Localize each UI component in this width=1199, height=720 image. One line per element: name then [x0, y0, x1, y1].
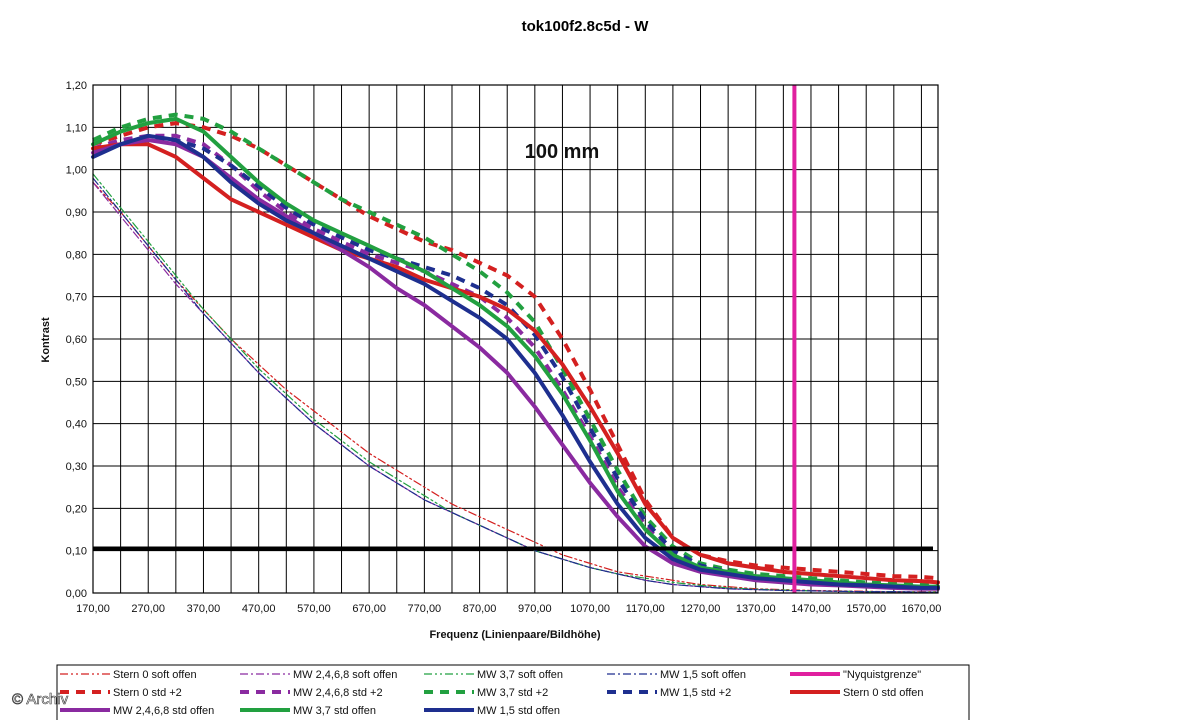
x-tick-label: 170,00: [76, 603, 110, 615]
watermark: © Archiv: [12, 691, 69, 708]
series-line-mw-1-5-soft-offen: [92, 177, 939, 593]
x-tick-label: 570,00: [297, 603, 331, 615]
x-tick-label: 370,00: [187, 603, 221, 615]
y-tick-label: 0,10: [66, 546, 87, 558]
y-tick-label: 0,50: [66, 376, 87, 388]
series-lines: [91, 112, 940, 593]
x-tick-label: 970,00: [518, 603, 552, 615]
y-tick-label: 1,00: [66, 165, 87, 177]
y-tick-label: 0,20: [66, 503, 87, 515]
y-tick-label: 0,70: [66, 292, 87, 304]
x-tick-label: 870,00: [463, 603, 497, 615]
legend-label: MW 1,5 std offen: [477, 705, 560, 717]
y-tick-label: 0,30: [66, 461, 87, 473]
x-tick-label: 270,00: [131, 603, 165, 615]
series-line-mw-3-7-std-offen: [91, 116, 940, 589]
legend-label: MW 2,4,6,8 std +2: [293, 687, 383, 699]
y-tick-label: 1,10: [66, 122, 87, 134]
tick-labels: 170,00 270,00 370,00 470,00 570,00 670,00 770,…: [66, 80, 942, 615]
series-line-mw-2-4-6-8-std-2: [92, 133, 938, 590]
x-tick-label: 1670,00: [902, 603, 942, 615]
reference-lines: [93, 85, 933, 593]
legend-label: Stern 0 soft offen: [113, 669, 197, 681]
x-axis-label: Frequenz (Linienpaare/Bildhöhe): [429, 629, 600, 641]
y-tick-label: 1,20: [66, 80, 87, 92]
x-tick-label: 670,00: [352, 603, 386, 615]
x-tick-label: 770,00: [408, 603, 442, 615]
x-tick-label: 470,00: [242, 603, 276, 615]
series-line-mw-1-5-std-2: [92, 138, 938, 589]
y-tick-label: 0,90: [66, 207, 87, 219]
legend-label: Stern 0 std +2: [113, 687, 182, 699]
legend-label: MW 3,7 std offen: [293, 705, 376, 717]
x-tick-label: 1270,00: [681, 603, 721, 615]
grid: [92, 84, 938, 594]
legend-label: "Nyquistgrenze": [843, 669, 921, 681]
legend-label: Stern 0 std offen: [843, 687, 924, 699]
y-tick-label: 0,40: [66, 419, 87, 431]
legend-label: MW 3,7 std +2: [477, 687, 548, 699]
x-tick-label: 1070,00: [570, 603, 610, 615]
x-tick-label: 1370,00: [736, 603, 776, 615]
legend-label: MW 2,4,6,8 std offen: [113, 705, 214, 717]
x-tick-label: 1470,00: [791, 603, 831, 615]
legend-label: MW 2,4,6,8 soft offen: [293, 669, 397, 681]
y-tick-label: 0,60: [66, 334, 87, 346]
series-line-stern-0-std-2: [92, 121, 939, 581]
y-tick-label: 0,80: [66, 249, 87, 261]
series-line-mw-3-7-std-2: [92, 112, 938, 587]
y-tick-label: 0,00: [66, 588, 87, 600]
legend-label: MW 1,5 std +2: [660, 687, 731, 699]
series-line-stern-0-std-offen: [91, 142, 940, 585]
legend-label: MW 1,5 soft offen: [660, 669, 746, 681]
chart-title: tok100f2.8c5d - W: [522, 18, 650, 35]
series-line-mw-2-4-6-8-std-offen: [91, 138, 940, 591]
legend-label: MW 3,7 soft offen: [477, 669, 563, 681]
x-tick-label: 1570,00: [846, 603, 886, 615]
annotation-focal-length: 100 mm: [525, 141, 600, 163]
x-tick-label: 1170,00: [626, 603, 665, 615]
y-axis-label: Kontrast: [40, 317, 52, 363]
plot-frame: [92, 84, 939, 594]
legend: Stern 0 soft offen MW 2,4,6,8 soft offen M…: [56, 664, 970, 720]
series-line-mw-1-5-std-offen: [91, 133, 940, 590]
